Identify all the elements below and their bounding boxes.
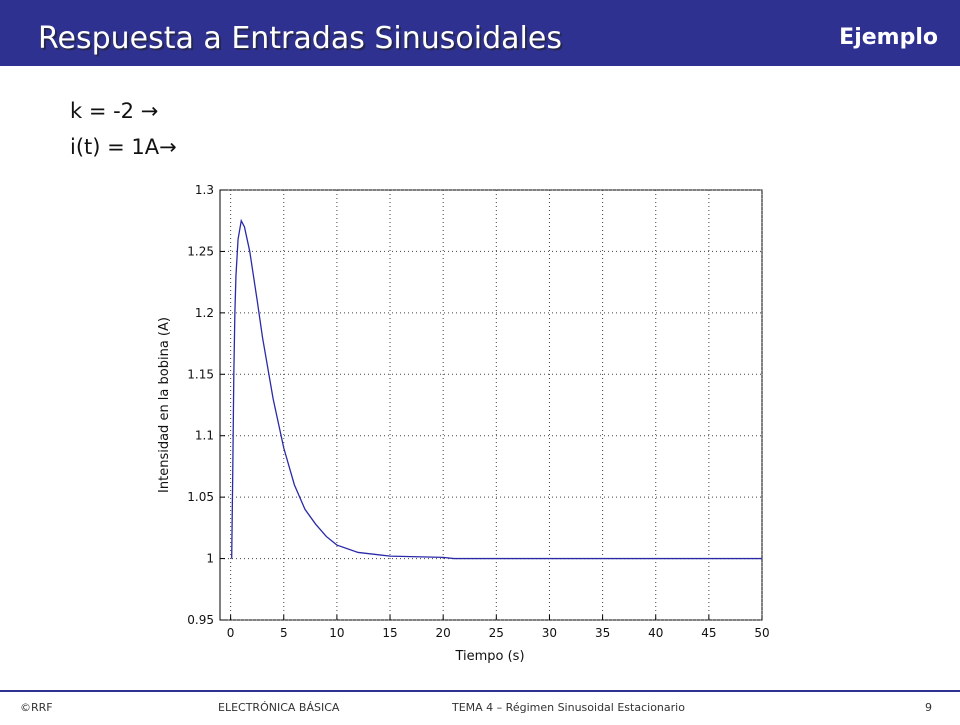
x-tick-label: 25: [489, 626, 504, 640]
x-axis-label: Tiempo (s): [454, 649, 524, 664]
y-tick-label: 1.15: [187, 367, 214, 381]
x-tick-label: 10: [329, 626, 344, 640]
slide-tag: Ejemplo: [839, 25, 938, 50]
x-tick-label: 50: [754, 626, 769, 640]
x-tick-label: 20: [436, 626, 451, 640]
footer-page: 9: [925, 701, 932, 714]
footer-topic: TEMA 4 – Régimen Sinusoidal Estacionario: [451, 701, 685, 714]
x-tick-label: 0: [227, 626, 235, 640]
title-shadow: Respuesta a Entradas Sinusoidales: [40, 23, 564, 58]
y-tick-label: 1: [206, 552, 214, 566]
footer-course: ELECTRÓNICA BÁSICA: [218, 701, 340, 714]
data-line: [231, 218, 762, 560]
note: k = -2 →: [70, 99, 158, 123]
y-tick-label: 0.95: [187, 613, 214, 627]
y-tick-label: 1.2: [195, 306, 214, 320]
x-tick-label: 40: [648, 626, 663, 640]
x-tick-label: 5: [280, 626, 288, 640]
y-tick-label: 1.05: [187, 490, 214, 504]
header-bar: [0, 0, 960, 66]
x-tick-label: 35: [595, 626, 610, 640]
y-tick-label: 1.25: [187, 244, 214, 258]
y-axis-label: Intensidad en la bobina (A): [157, 317, 172, 493]
x-tick-label: 45: [701, 626, 716, 640]
footer-line: [0, 690, 960, 692]
note: i(t) = 1A→: [70, 135, 177, 159]
plot-area: [219, 189, 763, 621]
footer-copyright: ©RRF: [20, 701, 53, 714]
x-tick-label: 15: [382, 626, 397, 640]
slide-title: Respuesta a Entradas Sinusoidales: [38, 21, 562, 56]
y-tick-label: 1.3: [195, 183, 214, 197]
y-tick-label: 1.1: [195, 429, 214, 443]
x-tick-label: 30: [542, 626, 557, 640]
